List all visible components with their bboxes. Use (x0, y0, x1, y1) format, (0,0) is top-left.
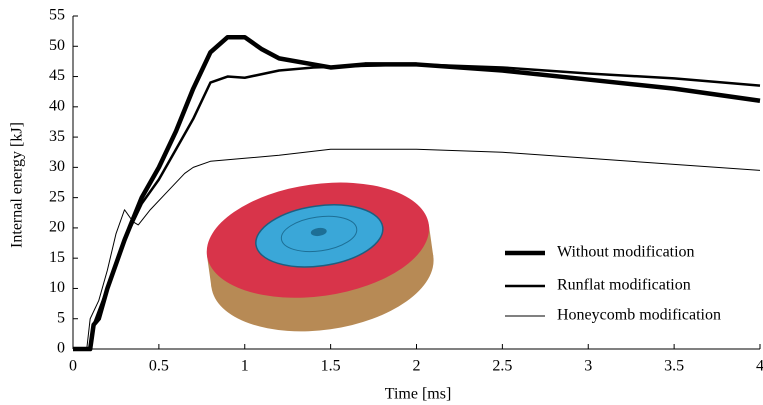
x-tick-label: 2 (413, 358, 421, 375)
x-tick-label: 1.5 (321, 358, 341, 375)
x-tick-label: 0.5 (149, 358, 169, 375)
y-tick-label: 40 (49, 97, 65, 114)
x-tick-label: 4 (756, 358, 763, 375)
y-tick-label: 5 (57, 309, 65, 326)
y-axis-label: Internal energy [kJ] (9, 122, 26, 248)
series-line (73, 148, 761, 350)
legend-label: Honeycomb modification (557, 307, 721, 324)
rim-ring (280, 215, 358, 253)
x-axis-label: Time [ms] (385, 386, 452, 403)
y-tick-label: 30 (49, 158, 65, 175)
y-tick-label: 20 (49, 219, 65, 236)
y-tick-label: 10 (49, 279, 65, 296)
series-line (73, 63, 761, 351)
x-tick-label: 3 (584, 358, 592, 375)
y-tick-label: 45 (49, 67, 65, 84)
y-tick-label: 0 (57, 340, 65, 357)
tire-illustration (206, 182, 434, 332)
y-tick-label: 35 (49, 128, 65, 145)
legend-label: Runflat modification (557, 277, 691, 294)
y-tick-label: 15 (49, 249, 65, 266)
y-tick-label: 25 (49, 188, 65, 205)
y-tick-label: 55 (49, 7, 65, 24)
hub (310, 227, 327, 237)
series-line (73, 34, 761, 352)
x-tick-label: 3.5 (664, 358, 684, 375)
x-tick-label: 0 (69, 358, 77, 375)
x-tick-label: 1 (241, 358, 249, 375)
legend-label: Without modification (557, 244, 695, 261)
y-tick-label: 50 (49, 37, 65, 54)
x-tick-label: 2.5 (492, 358, 512, 375)
